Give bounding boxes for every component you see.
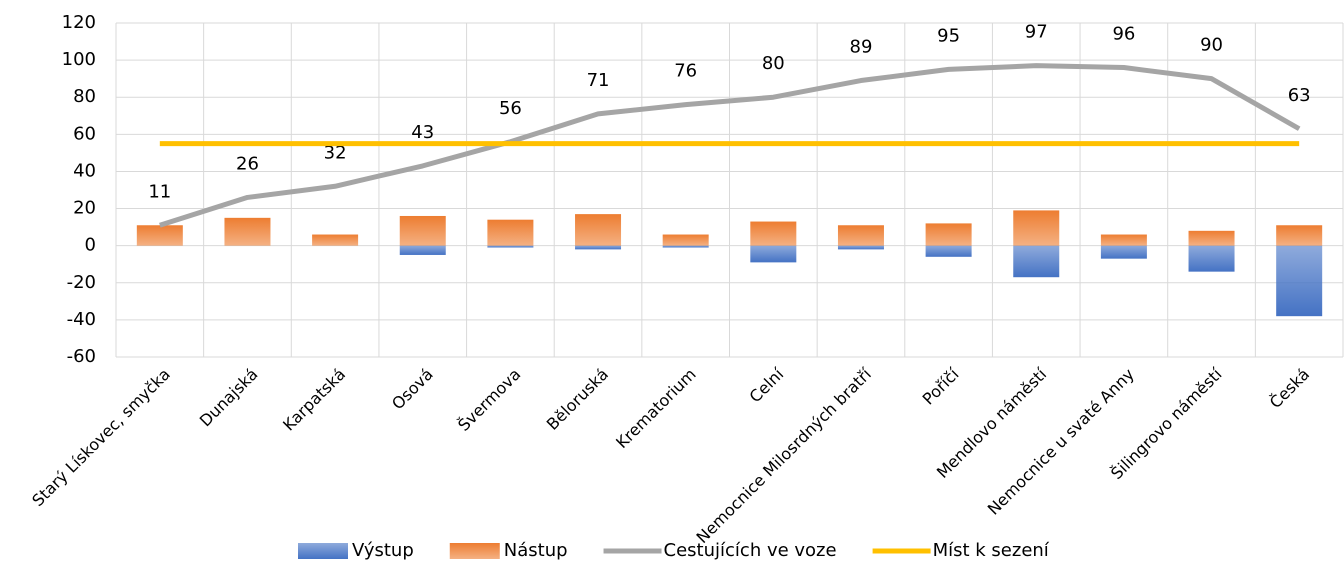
bar [837,225,884,246]
bar [1100,234,1147,246]
legend-label: Míst k sezení [933,540,1050,561]
x-tick-label: Poříčí [919,364,963,408]
bar [224,217,271,246]
data-label: 95 [937,25,960,46]
bar [312,234,359,246]
bar [487,245,534,248]
x-tick-label: Nemocnice Milosrdných bratří [693,364,876,547]
x-tick-label: Krematorium [612,365,700,453]
y-tick-label: -60 [67,346,96,367]
bar [1188,245,1235,272]
y-tick-label: 100 [62,49,96,70]
data-label: 76 [674,61,697,82]
bar [1100,245,1147,259]
legend-swatch [449,543,500,559]
data-label: 26 [236,153,259,174]
data-label: 63 [1288,85,1311,106]
y-tick-label: 0 [85,235,96,256]
legend-label: Výstup [352,540,414,561]
bar [1188,230,1235,246]
bar [925,223,972,246]
x-tick-label: Dunajská [196,365,262,431]
data-label: 90 [1200,35,1223,56]
y-tick-label: -40 [67,309,96,330]
bar [1013,245,1060,278]
x-tick-label: Osová [388,365,437,414]
x-tick-label: Švermova [454,365,524,435]
data-label: 80 [762,53,785,74]
bar [1276,225,1323,246]
bar [750,221,797,246]
y-tick-label: -20 [67,272,96,293]
data-label: 32 [324,142,347,163]
bar [662,234,709,246]
y-tick-label: 20 [73,198,96,219]
data-label: 97 [1025,22,1048,43]
x-tick-label: Česká [1266,365,1313,412]
data-label: 11 [148,181,171,202]
legend-label: Cestujících ve voze [664,540,837,561]
data-label: 96 [1112,24,1135,45]
bar [750,245,797,263]
bar [1276,245,1323,317]
bar [575,245,622,250]
data-label: 71 [587,70,610,91]
bar [662,245,709,248]
bar [575,214,622,246]
y-tick-label: 120 [62,12,96,33]
x-tick-label: Běloruská [543,365,612,434]
data-label: 56 [499,98,522,119]
bar [925,245,972,257]
bar [1013,210,1060,246]
x-tick-label: Celní [746,364,788,406]
legend-swatch [298,543,348,559]
data-label: 89 [850,37,873,58]
bar [487,219,534,246]
x-tick-label: Starý Lískovec, smyčka [28,365,174,511]
y-tick-label: 80 [73,86,96,107]
x-tick-label: Karpatská [279,365,349,435]
y-tick-label: 60 [73,123,96,144]
data-label: 43 [411,122,434,143]
legend-label: Nástup [504,540,568,561]
bar [136,225,183,246]
bar [399,245,446,255]
bar [837,245,884,250]
y-tick-label: 40 [73,160,96,181]
bar [399,215,446,246]
x-tick-label: Nemocnice u svaté Anny [984,365,1138,519]
line [159,63,1301,228]
